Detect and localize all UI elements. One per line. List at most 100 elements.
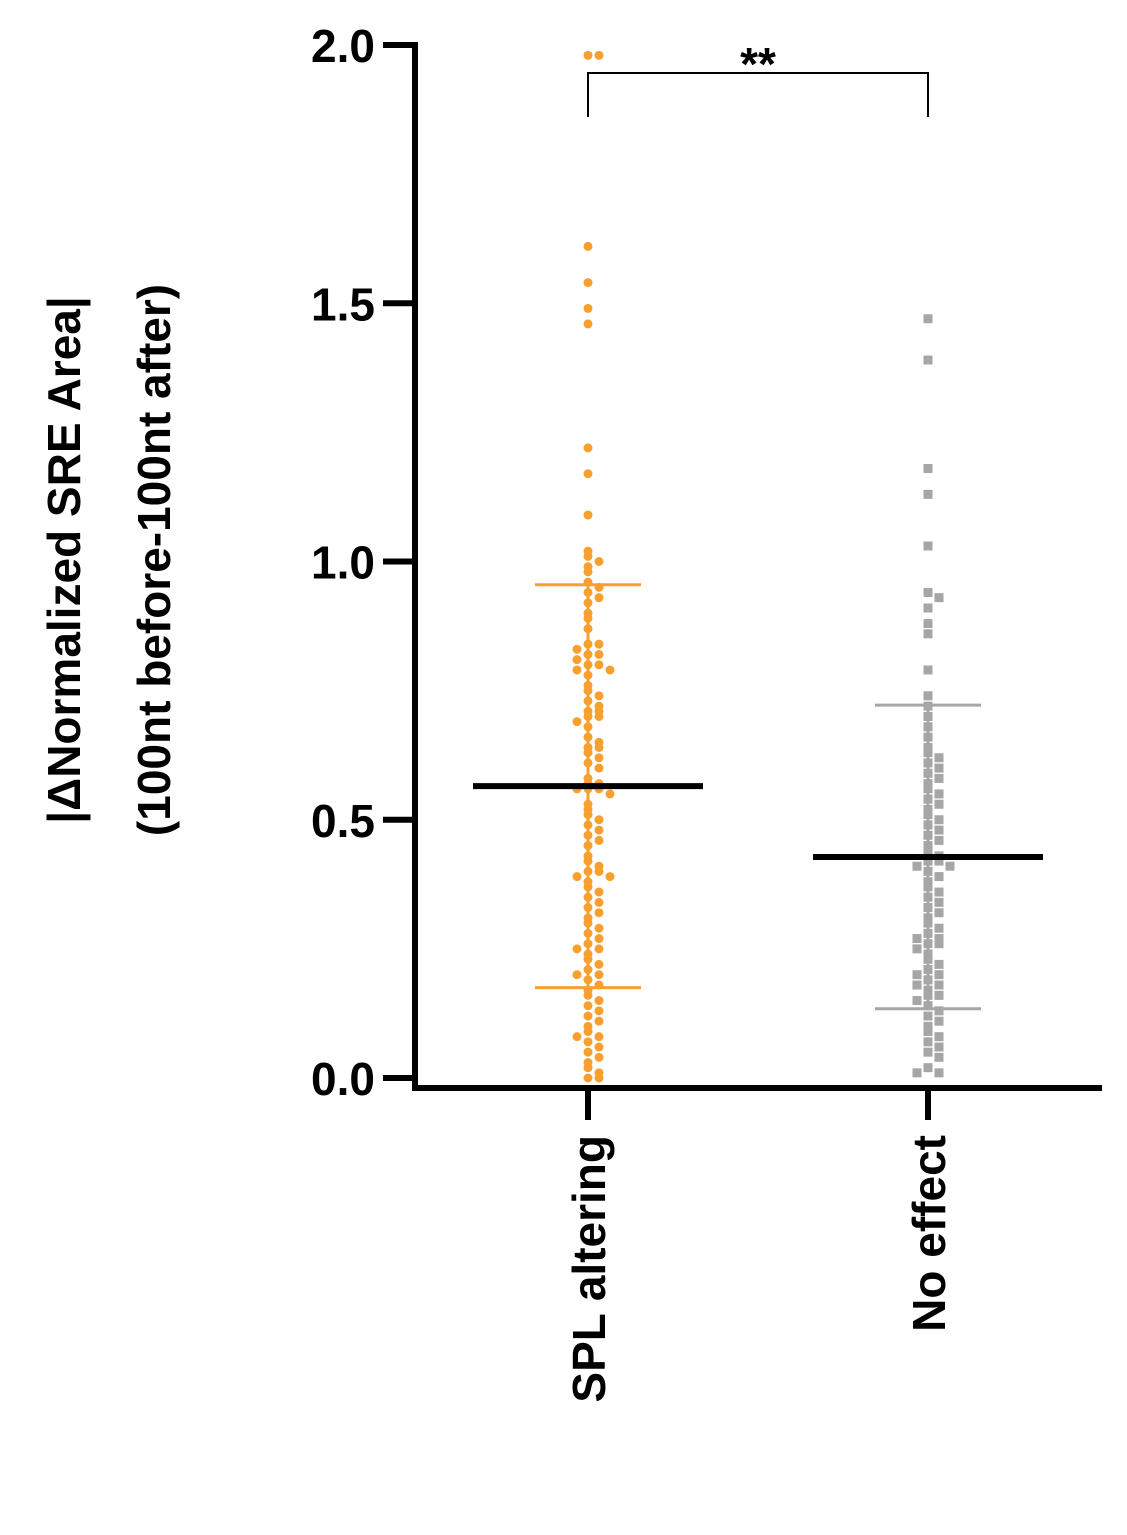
data-point — [583, 241, 593, 251]
data-point — [945, 861, 955, 871]
data-point — [934, 908, 944, 918]
data-point — [923, 1011, 933, 1021]
data-point — [594, 660, 604, 670]
data-point — [912, 996, 922, 1006]
data-point — [583, 319, 593, 329]
data-point — [583, 303, 593, 313]
y-label: |ΔNormalized SRE Area| (100nt before-100… — [38, 284, 180, 836]
data-point — [934, 825, 944, 835]
data-point — [572, 970, 582, 980]
data-point — [594, 1052, 604, 1062]
data-point — [583, 567, 593, 577]
data-point — [934, 897, 944, 907]
data-point — [923, 603, 933, 613]
data-point — [934, 872, 944, 882]
data-point — [923, 665, 933, 675]
data-point — [934, 593, 944, 603]
data-point — [594, 1042, 604, 1052]
data-point — [594, 934, 604, 944]
data-point — [934, 923, 944, 933]
data-point — [594, 1032, 604, 1042]
data-point — [594, 959, 604, 969]
data-point — [912, 944, 922, 954]
y-tick-label: 2.0 — [311, 20, 375, 72]
data-point — [583, 1073, 593, 1083]
data-point — [923, 587, 933, 597]
data-point — [594, 763, 604, 773]
data-point — [605, 665, 615, 675]
data-point — [934, 1042, 944, 1052]
data-point — [923, 355, 933, 365]
data-point — [594, 557, 604, 566]
data-point — [934, 763, 944, 773]
data-point — [923, 541, 933, 551]
y-label-line: |ΔNormalized SRE Area| — [38, 296, 90, 823]
data-point — [934, 939, 944, 949]
significance-bracket — [587, 72, 929, 117]
data-point — [583, 1001, 593, 1011]
data-point — [594, 1006, 604, 1016]
data-point — [594, 1073, 604, 1083]
data-point — [912, 970, 922, 980]
data-point — [923, 314, 933, 324]
data-point — [934, 887, 944, 897]
data-point — [572, 717, 582, 727]
data-point — [594, 866, 604, 876]
data-point — [934, 753, 944, 763]
data-point — [594, 649, 604, 659]
data-point — [594, 753, 604, 763]
data-point — [594, 691, 604, 701]
data-point — [572, 644, 582, 654]
data-point — [934, 856, 944, 866]
data-point — [934, 934, 944, 944]
data-point — [583, 990, 593, 1000]
data-point — [594, 593, 604, 603]
data-point — [605, 872, 615, 882]
data-point — [594, 887, 604, 897]
data-point — [594, 639, 604, 649]
data-point — [923, 629, 933, 639]
data-point — [923, 1021, 933, 1031]
data-point — [594, 923, 604, 933]
data-point — [934, 1068, 944, 1078]
data-point — [923, 1047, 933, 1057]
data-point — [572, 872, 582, 882]
data-point — [583, 278, 593, 288]
data-point — [934, 980, 944, 990]
data-point — [583, 469, 593, 479]
data-point — [923, 618, 933, 628]
y-tick-label: 0.5 — [311, 795, 375, 847]
data-point — [923, 1063, 933, 1073]
data-point — [934, 773, 944, 783]
data-point — [594, 50, 604, 60]
y-tick-label: 0.0 — [311, 1053, 375, 1105]
x-tick-label: No effect — [903, 1135, 955, 1332]
data-point — [934, 1052, 944, 1062]
data-point — [923, 691, 933, 701]
data-point — [583, 510, 593, 520]
data-point — [594, 908, 604, 918]
data-point — [934, 789, 944, 799]
data-point — [923, 1037, 933, 1047]
data-point — [583, 443, 593, 453]
data-point — [594, 1016, 604, 1026]
data-point — [583, 50, 593, 60]
data-point — [583, 551, 593, 561]
data-point — [594, 897, 604, 907]
data-point — [912, 1068, 922, 1078]
data-point — [934, 1006, 944, 1016]
data-point — [583, 1047, 593, 1057]
data-point — [934, 970, 944, 980]
data-point — [912, 980, 922, 990]
data-point — [594, 970, 604, 980]
y-tick-label: 1.5 — [311, 278, 375, 330]
data-point — [934, 1016, 944, 1026]
data-point — [923, 1027, 933, 1037]
data-point — [594, 825, 604, 835]
data-point — [605, 789, 615, 799]
data-point — [594, 944, 604, 954]
data-point — [583, 1037, 593, 1047]
y-tick-label: 1.0 — [311, 537, 375, 589]
data-point — [583, 1011, 593, 1021]
